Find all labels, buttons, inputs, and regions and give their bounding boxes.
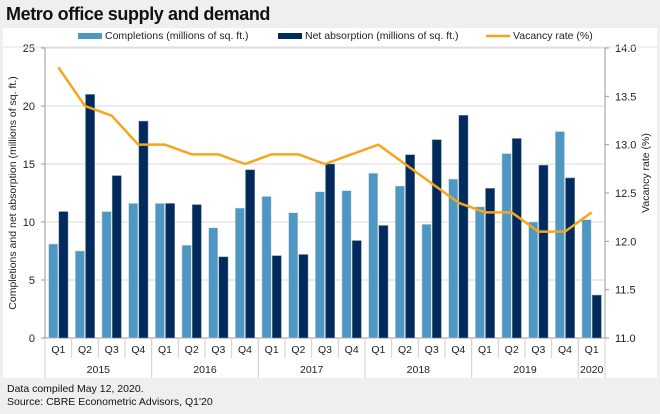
y2-tick-label: 11.0: [615, 333, 636, 345]
x-tick-label: Q4: [451, 344, 465, 356]
x-tick-label: Q4: [131, 344, 145, 356]
chart-svg: 0 5 10 15 20 25 11.0 11.5 12.0 12.5 13.0 13.5 14.0 Q1…: [3, 30, 657, 378]
x-tick-label: Q2: [291, 344, 305, 356]
y-tick-label: 15: [23, 159, 35, 171]
completions-bar: [101, 211, 112, 339]
completions-bar: [288, 212, 299, 339]
x-tick-label: Q3: [531, 344, 545, 356]
x-tick-label: Q1: [371, 344, 385, 356]
y2-axis-title: Vacancy rate (%): [640, 133, 652, 213]
footer-source: Source: CBRE Econometric Advisors, Q1'20: [7, 396, 213, 408]
x-tick-label: Q3: [318, 344, 332, 356]
net-absorption-bar: [538, 164, 549, 339]
completions-bar: [368, 173, 379, 339]
x-tick-label: Q1: [51, 344, 65, 356]
net-absorption-bar: [111, 175, 122, 339]
net-absorption-bar: [271, 255, 282, 339]
y-tick-label: 10: [23, 217, 35, 229]
completions-bar: [448, 178, 459, 339]
net-absorption-bar: [138, 120, 149, 339]
x-tick-label: Q2: [505, 344, 519, 356]
completions-bar: [208, 227, 219, 339]
net-absorption-bar: [405, 154, 415, 339]
y-axis-title: Completions and net absorption (millions…: [7, 76, 19, 309]
net-absorption-bar: [298, 254, 309, 339]
net-absorption-bar: [431, 139, 442, 339]
y2-tick-label: 12.5: [615, 188, 636, 200]
completions-bar: [181, 244, 192, 339]
completions-bar: [75, 250, 85, 339]
footer-data-compiled: Data compiled May 12, 2020.: [7, 383, 144, 395]
y2-tick-label: 12.0: [615, 236, 636, 248]
net-absorption-bar: [85, 94, 95, 339]
x-tick-label: Q4: [238, 344, 252, 356]
completions-bar: [475, 206, 485, 339]
legend-label-vacancy: Vacancy rate (%): [513, 30, 593, 42]
year-label: 2017: [300, 364, 324, 376]
y-tick-label: 20: [23, 101, 35, 113]
completions-bar: [341, 190, 352, 339]
net-absorption-bar: [165, 203, 175, 339]
net-absorption-bar: [218, 256, 229, 339]
legend-label-completions: Completions (millions of sq. ft.): [105, 30, 249, 42]
net-absorption-bar: [325, 163, 335, 339]
completions-bar: [555, 131, 565, 339]
chart-title: Metro office supply and demand: [6, 4, 271, 24]
year-label: 2019: [513, 364, 537, 376]
x-tick-label: Q2: [185, 344, 199, 356]
net-absorption-bar: [591, 294, 602, 339]
y2-tick-label: 11.5: [615, 285, 636, 297]
year-label: 2015: [87, 364, 111, 376]
completions-bar: [315, 191, 325, 339]
y-tick-label: 25: [23, 43, 35, 55]
year-label: 2020: [580, 364, 604, 376]
x-tick-label: Q4: [345, 344, 359, 356]
net-absorption-bar: [191, 204, 202, 339]
completions-bar: [235, 207, 245, 339]
year-label: 2018: [407, 364, 431, 376]
completions-bar: [581, 219, 592, 339]
x-tick-label: Q1: [265, 344, 279, 356]
net-absorption-bar: [458, 115, 469, 339]
completions-bar: [421, 224, 432, 339]
legend-swatch-completions: [78, 33, 102, 39]
legend-swatch-net-absorption: [278, 33, 302, 39]
y-tick-label: 0: [29, 333, 35, 345]
completions-bar: [155, 203, 165, 339]
completions-bar: [128, 203, 139, 339]
x-tick-label: Q2: [398, 344, 412, 356]
x-tick-label: Q1: [585, 344, 599, 356]
y2-tick-label: 13.0: [615, 140, 636, 152]
net-absorption-bar: [58, 211, 69, 339]
y-tick-label: 5: [29, 275, 35, 287]
chart-panel: 0 5 10 15 20 25 11.0 11.5 12.0 12.5 13.0 13.5 14.0 Q1…: [3, 28, 657, 378]
legend-label-net-absorption: Net absorption (millions of sq. ft.): [305, 30, 458, 42]
completions-bar: [48, 243, 59, 339]
x-tick-label: Q2: [78, 344, 92, 356]
completions-bar: [528, 221, 539, 339]
y2-tick-label: 14.0: [615, 43, 636, 55]
x-tick-label: Q3: [105, 344, 119, 356]
net-absorption-bar: [511, 138, 522, 339]
x-tick-label: Q3: [425, 344, 439, 356]
year-label: 2016: [193, 364, 217, 376]
x-tick-label: Q1: [478, 344, 492, 356]
net-absorption-bar: [565, 177, 575, 339]
net-absorption-bar: [351, 240, 362, 339]
y2-tick-label: 13.5: [615, 91, 636, 103]
footer: Data compiled May 12, 2020. Source: CBRE…: [7, 383, 213, 409]
vacancy-rate-line: [57, 66, 593, 233]
x-tick-label: Q4: [558, 344, 572, 356]
net-absorption-bar: [245, 169, 255, 339]
completions-bar: [261, 196, 272, 339]
net-absorption-bar: [378, 225, 389, 339]
completions-bar: [395, 185, 405, 339]
x-tick-label: Q3: [211, 344, 225, 356]
x-tick-label: Q1: [158, 344, 172, 356]
completions-bar: [501, 153, 512, 339]
net-absorption-bar: [485, 188, 495, 339]
